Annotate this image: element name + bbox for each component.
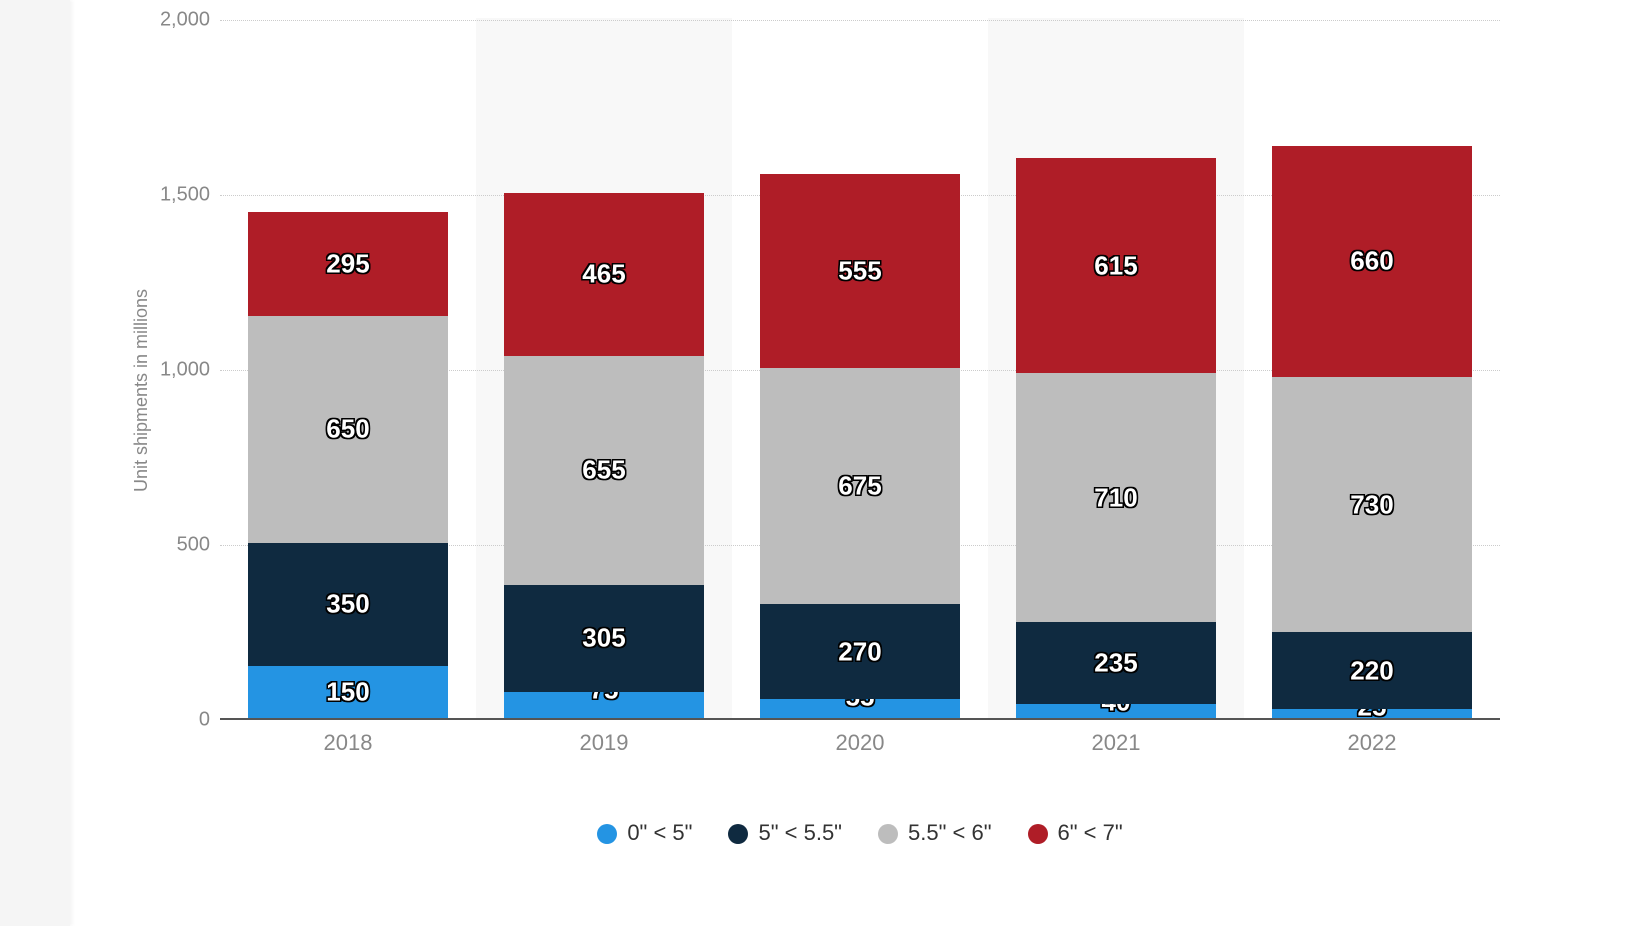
y-tick-label: 1,000: [150, 359, 210, 382]
bar-value-label: 150: [248, 676, 448, 707]
legend-label: 5" < 5.5": [758, 820, 842, 845]
legend-dot-icon: [728, 824, 748, 844]
legend-item[interactable]: 6" < 7": [1028, 820, 1123, 846]
y-tick-label: 0: [150, 709, 210, 732]
legend-label: 5.5" < 6": [908, 820, 992, 845]
y-tick-label: 500: [150, 534, 210, 557]
left-sidebar-sliver: [0, 0, 70, 926]
y-tick-label: 2,000: [150, 9, 210, 32]
legend-item[interactable]: 5" < 5.5": [728, 820, 842, 846]
bar-value-label: 350: [248, 589, 448, 620]
gridline: [220, 20, 1500, 21]
y-axis-label: Unit shipments in millions: [131, 289, 152, 492]
legend-dot-icon: [878, 824, 898, 844]
legend-label: 6" < 7": [1058, 820, 1123, 845]
bar-value-label: 655: [504, 455, 704, 486]
legend-item[interactable]: 5.5" < 6": [878, 820, 992, 846]
bar-value-label: 615: [1016, 250, 1216, 281]
bar-value-label: 270: [760, 636, 960, 667]
plot-area: 05001,0001,5002,000150350650295753056554…: [220, 20, 1500, 720]
legend-label: 0" < 5": [627, 820, 692, 845]
bar-value-label: 675: [760, 471, 960, 502]
bar-value-label: 660: [1272, 246, 1472, 277]
y-tick-label: 1,500: [150, 184, 210, 207]
legend-item[interactable]: 0" < 5": [597, 820, 692, 846]
chart-container: Unit shipments in millions 0 500 1,000 1,50…: [120, 20, 1520, 900]
bar-value-label: 730: [1272, 489, 1472, 520]
bar-value-label: 555: [760, 255, 960, 286]
x-tick-label: 2022: [1272, 730, 1472, 756]
bar-value-label: 295: [248, 248, 448, 279]
x-tick-label: 2019: [504, 730, 704, 756]
bar-value-label: 465: [504, 259, 704, 290]
x-tick-label: 2018: [248, 730, 448, 756]
legend-dot-icon: [597, 824, 617, 844]
bar-value-label: 650: [248, 414, 448, 445]
legend: 0" < 5" 5" < 5.5" 5.5" < 6" 6" < 7": [220, 820, 1500, 846]
x-tick-label: 2020: [760, 730, 960, 756]
bar-value-label: 305: [504, 623, 704, 654]
bar-value-label: 220: [1272, 655, 1472, 686]
bar-value-label: 710: [1016, 482, 1216, 513]
legend-dot-icon: [1028, 824, 1048, 844]
x-tick-label: 2021: [1016, 730, 1216, 756]
bar-value-label: 235: [1016, 647, 1216, 678]
